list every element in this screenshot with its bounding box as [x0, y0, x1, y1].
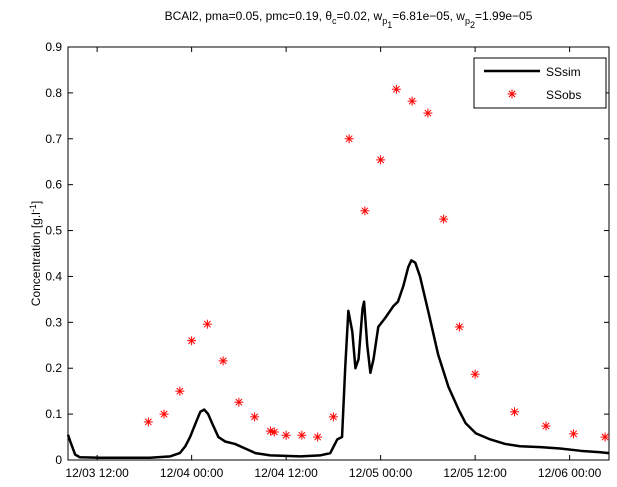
- asterisk-marker: [344, 134, 354, 144]
- y-tick-label: 0.6: [45, 178, 62, 192]
- asterisk-stroke: [510, 408, 519, 416]
- y-tick-label: 0.5: [45, 224, 62, 238]
- asterisk-stroke: [424, 109, 432, 117]
- y-tick-label: 0: [55, 453, 62, 467]
- asterisk-marker: [541, 421, 551, 431]
- x-tick-label: 12/04 12:00: [254, 466, 318, 480]
- asterisk-stroke: [251, 413, 259, 421]
- chart-title: BCAl2, pma=0.05, pmc=0.19, θc=0.02, wp1=…: [165, 9, 533, 30]
- asterisk-stroke: [471, 370, 479, 378]
- asterisk-stroke: [176, 387, 184, 395]
- asterisk-marker: [423, 108, 433, 118]
- chart-title-part: p: [382, 16, 387, 26]
- asterisk-stroke: [235, 398, 243, 406]
- y-tick-label: 0.7: [45, 132, 62, 146]
- asterisk-marker: [600, 432, 610, 442]
- asterisk-stroke: [298, 431, 306, 439]
- asterisk-stroke: [314, 433, 322, 441]
- asterisk-stroke: [270, 428, 278, 436]
- asterisk-marker: [159, 409, 169, 419]
- asterisk-marker: [297, 430, 307, 440]
- asterisk-stroke: [440, 215, 448, 223]
- asterisk-marker: [143, 417, 153, 427]
- asterisk-marker: [281, 430, 291, 440]
- asterisk-marker: [569, 429, 579, 439]
- asterisk-marker: [360, 206, 370, 216]
- y-axis-label-part: Concentration [g.l: [29, 212, 43, 306]
- asterisk-marker: [454, 322, 464, 332]
- asterisk-stroke: [188, 337, 196, 345]
- asterisk-stroke: [408, 97, 416, 105]
- x-tick-label: 12/05 12:00: [443, 466, 507, 480]
- chart-title-part: =0.02, w: [337, 9, 383, 23]
- asterisk-marker: [218, 356, 228, 366]
- x-tick-label: 12/03 12:00: [65, 466, 129, 480]
- y-tick-label: 0.3: [45, 315, 62, 329]
- asterisk-stroke: [266, 427, 274, 435]
- asterisk-stroke: [542, 422, 550, 430]
- asterisk-marker: [439, 214, 449, 224]
- plot-frame: [67, 46, 610, 461]
- chart-title-part: BCAl2, pma=0.05, pmc=0.19, θ: [165, 9, 333, 23]
- asterisk-stroke: [508, 90, 516, 98]
- asterisk-stroke: [601, 433, 609, 441]
- asterisk-marker: [391, 84, 401, 94]
- asterisk-marker: [510, 407, 520, 417]
- chart-title-part: =6.81e−05, w: [392, 9, 465, 23]
- y-tick-label: 0.4: [45, 269, 62, 283]
- chart-title-part: 2: [470, 20, 475, 30]
- asterisk-stroke: [160, 410, 168, 418]
- chart-title-part: =1.99e−05: [475, 9, 533, 23]
- asterisk-marker: [407, 96, 417, 106]
- legend-label: SSsim: [546, 65, 581, 79]
- y-axis-label-part: ]: [29, 201, 43, 204]
- asterisk-stroke: [361, 207, 369, 215]
- asterisk-marker: [470, 369, 480, 379]
- y-tick-label: 0.9: [45, 40, 62, 54]
- chart-title-part: 1: [387, 20, 392, 30]
- asterisk-stroke: [203, 320, 211, 328]
- chart-title-part: c: [332, 16, 337, 26]
- asterisk-marker: [313, 432, 323, 442]
- y-tick-label: 0.2: [45, 361, 62, 375]
- asterisk-stroke: [282, 431, 290, 439]
- y-axis-label: Concentration [g.l-1]: [28, 201, 43, 306]
- x-tick-label: 12/05 00:00: [349, 466, 413, 480]
- asterisk-stroke: [329, 413, 337, 421]
- legend-box: [473, 57, 607, 109]
- asterisk-stroke: [144, 418, 152, 426]
- asterisk-stroke: [570, 430, 578, 438]
- asterisk-marker: [175, 386, 185, 396]
- y-tick-label: 0.1: [45, 407, 62, 421]
- asterisk-stroke: [377, 156, 385, 164]
- chart-title-part: p: [465, 16, 470, 26]
- x-tick-label: 12/04 00:00: [160, 466, 224, 480]
- x-tick-label: 12/06 00:00: [538, 466, 602, 480]
- y-tick-label: 0.8: [45, 86, 62, 100]
- asterisk-marker: [269, 427, 279, 437]
- asterisk-stroke: [392, 85, 400, 93]
- asterisk-stroke: [345, 135, 353, 143]
- asterisk-marker: [328, 412, 338, 422]
- legend-label: SSobs: [546, 88, 581, 102]
- asterisk-marker: [187, 336, 197, 346]
- line-series: [66, 259, 610, 459]
- asterisk-marker: [250, 412, 260, 422]
- asterisk-stroke: [455, 323, 463, 331]
- asterisk-marker: [234, 397, 244, 407]
- asterisk-marker: [202, 319, 212, 329]
- asterisk-stroke: [219, 357, 227, 365]
- asterisk-marker: [507, 89, 517, 99]
- y-axis-label-part: -1: [28, 204, 38, 212]
- asterisk-marker: [376, 155, 386, 165]
